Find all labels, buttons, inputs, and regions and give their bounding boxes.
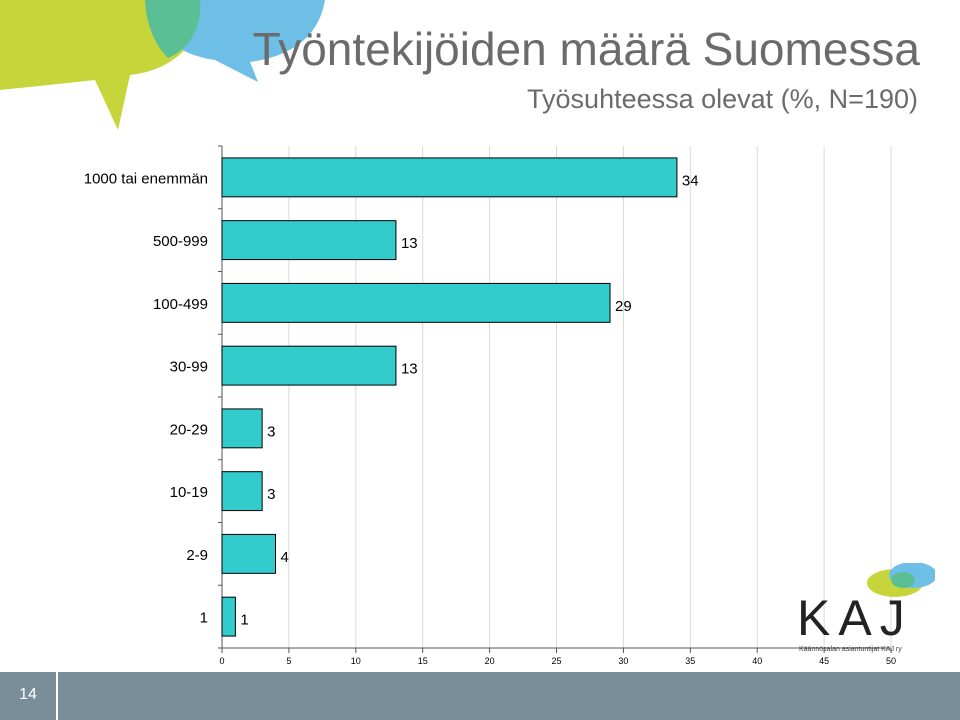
bar — [221, 408, 263, 449]
data-label: 13 — [401, 235, 418, 252]
bar — [221, 345, 397, 386]
category-label: 2-9 — [186, 547, 208, 564]
footer-bar — [0, 672, 960, 720]
data-label: 34 — [682, 172, 699, 189]
footer-divider — [56, 672, 58, 720]
teal-bubble-overlap — [145, 0, 201, 58]
x-tick-labels: 0 5 10 15 20 25 30 35 40 45 50 — [219, 656, 896, 666]
bar — [221, 220, 397, 261]
category-label: 100-499 — [153, 296, 208, 313]
category-label: 30-99 — [170, 359, 208, 376]
logo-wordmark: KAJ — [797, 590, 913, 646]
category-label: 500-999 — [153, 233, 208, 250]
category-label: 1 — [200, 610, 208, 627]
decorative-speech-bubbles — [0, 0, 325, 130]
bars — [221, 157, 678, 637]
bar — [221, 157, 678, 198]
data-label: 13 — [401, 361, 418, 378]
x-tick-label: 10 — [351, 656, 361, 666]
green-speech-bubble — [0, 0, 201, 130]
bar — [221, 471, 263, 512]
page-number: 14 — [19, 686, 37, 703]
data-label: 4 — [281, 549, 289, 566]
logo-tagline: Käännösalan asiantuntijat KAJ ry — [799, 646, 902, 653]
x-tick-label: 5 — [286, 656, 291, 666]
x-tick-label: 35 — [685, 656, 695, 666]
page-title: Työntekijöiden määrä Suomessa — [252, 23, 920, 75]
category-label: 10-19 — [170, 484, 208, 501]
x-tick-label: 30 — [618, 656, 628, 666]
logo-teal-overlap — [891, 572, 915, 588]
kaj-logo: KAJ Käännösalan asiantuntijat KAJ ry — [797, 563, 935, 653]
page-subtitle: Työsuhteessa olevat (%, N=190) — [527, 84, 918, 114]
x-tick-label: 0 — [219, 656, 224, 666]
bar — [221, 596, 236, 637]
bar — [221, 533, 277, 574]
x-tick-label: 50 — [886, 656, 896, 666]
category-label: 1000 tai enemmän — [84, 170, 208, 187]
x-tick-label: 15 — [418, 656, 428, 666]
x-tick-label: 45 — [819, 656, 829, 666]
bar-chart: 1000 tai enemmän 500-999 100-499 30-99 20-29… — [84, 145, 896, 666]
x-tick-label: 25 — [551, 656, 561, 666]
x-tick-label: 20 — [485, 656, 495, 666]
bar — [221, 282, 611, 323]
data-label: 3 — [267, 423, 275, 440]
category-label: 20-29 — [170, 421, 208, 438]
category-labels: 1000 tai enemmän 500-999 100-499 30-99 20-29… — [84, 170, 208, 626]
data-label: 1 — [240, 612, 248, 629]
data-label: 29 — [615, 298, 632, 315]
x-tick-label: 40 — [752, 656, 762, 666]
data-label: 3 — [267, 486, 275, 503]
